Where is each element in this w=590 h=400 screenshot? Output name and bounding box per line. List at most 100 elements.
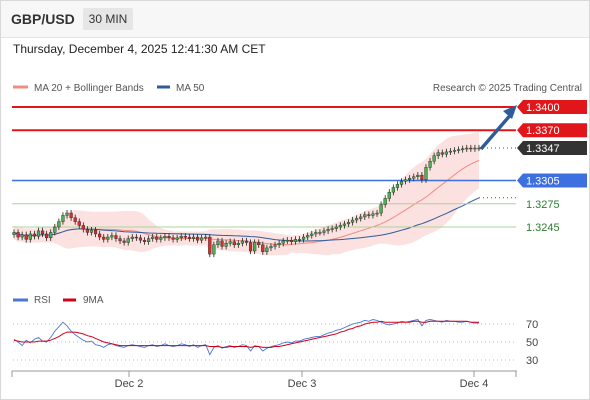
candle-body	[306, 235, 310, 238]
candle-body	[20, 234, 24, 238]
candle-body	[310, 233, 314, 236]
level-tag-last	[517, 141, 587, 156]
candle-body	[395, 184, 400, 188]
candle-body	[102, 236, 106, 240]
candle-body	[73, 217, 77, 222]
candle-body	[28, 233, 32, 240]
candle-body	[53, 226, 57, 233]
candle-body	[224, 243, 228, 247]
candle-body	[110, 235, 114, 238]
candle-body	[444, 151, 448, 155]
candle-body	[69, 212, 73, 218]
candle-body	[302, 236, 306, 240]
candle-body	[98, 233, 102, 238]
candle-body	[212, 244, 216, 255]
candle-body	[126, 238, 130, 243]
candle-body	[330, 228, 334, 230]
candle-body	[65, 212, 69, 216]
candle-body	[208, 236, 212, 255]
candle-body	[359, 216, 363, 219]
candle-body	[200, 237, 204, 241]
rsi-70-label: 70	[526, 319, 538, 331]
rsi-grid: 70 50 30	[13, 319, 538, 367]
candle-body	[151, 236, 155, 239]
candlesticks	[12, 144, 481, 258]
rsi-legend-label: RSI	[34, 295, 51, 306]
symbol-title: GBP/USD	[11, 11, 75, 27]
candle-body	[363, 214, 367, 218]
candle-body	[159, 237, 163, 240]
candle-body	[89, 229, 94, 233]
candle-body	[147, 238, 151, 242]
candle-body	[257, 242, 261, 246]
candle-body	[469, 147, 473, 150]
candle-body	[232, 241, 236, 246]
bollinger-bands	[14, 132, 479, 256]
candle-body	[452, 150, 457, 152]
candle-body	[36, 230, 41, 237]
candle-body	[40, 230, 45, 235]
candle-body	[142, 239, 147, 242]
level-tag-resistance	[517, 100, 587, 114]
candle-body	[93, 229, 98, 235]
candle-body	[448, 150, 453, 153]
candle-body	[24, 234, 28, 240]
x-axis-label-dec4: Dec 4	[460, 378, 489, 390]
candle-body	[346, 222, 351, 225]
candle-body	[342, 223, 346, 226]
timeframe-button[interactable]: 30 MIN	[83, 8, 133, 30]
level-label-support: 1.3275	[526, 199, 560, 211]
candle-body	[379, 204, 383, 214]
candle-body	[85, 229, 90, 233]
rsi-50-label: 50	[526, 337, 538, 349]
rsi-ma-line	[13, 320, 479, 348]
candle-body	[195, 236, 200, 241]
candle-body	[81, 225, 85, 230]
candle-body	[297, 239, 302, 241]
candle-body	[32, 233, 36, 237]
ma50-legend-label: MA 50	[176, 83, 205, 94]
candle-body	[436, 152, 440, 156]
candle-body	[248, 242, 253, 252]
candle-body	[49, 232, 53, 239]
candle-body	[175, 237, 179, 240]
candle-body	[403, 179, 408, 182]
rsi-lines	[13, 318, 479, 356]
candle-body	[167, 236, 171, 239]
candle-body	[253, 242, 257, 252]
candle-body	[171, 237, 175, 240]
candle-body	[367, 214, 371, 216]
candle-body	[420, 174, 424, 180]
candle-body	[355, 218, 359, 221]
candle-body	[122, 240, 126, 243]
header-bar: GBP/USD 30 MIN	[1, 1, 589, 38]
x-axis-label-dec3: Dec 3	[288, 378, 317, 390]
candle-body	[375, 212, 379, 215]
candle-body	[191, 236, 196, 239]
candle-body	[187, 236, 191, 239]
candle-body	[334, 226, 338, 229]
candle-body	[440, 152, 444, 155]
candle-body	[12, 232, 16, 235]
candle-body	[318, 232, 322, 234]
candle-body	[244, 240, 249, 243]
level-tag-text-resistance: 1.3400	[526, 102, 560, 114]
candle-body	[277, 243, 281, 246]
candle-body	[428, 160, 432, 168]
candle-body	[265, 247, 269, 252]
candle-body	[399, 181, 404, 185]
candle-body	[350, 219, 355, 223]
candle-body	[118, 238, 122, 242]
candle-body	[338, 225, 342, 228]
candle-body	[179, 236, 183, 239]
level-tag-resistance	[517, 123, 587, 138]
timestamp: Thursday, December 4, 2025 12:41:30 AM C…	[13, 42, 266, 56]
candle-body	[236, 243, 240, 246]
x-axis-label-dec2: Dec 2	[115, 378, 144, 390]
candle-body	[130, 236, 134, 239]
candle-body	[61, 215, 65, 222]
candle-body	[391, 187, 395, 193]
candle-body	[57, 221, 61, 228]
candle-body	[383, 198, 387, 205]
